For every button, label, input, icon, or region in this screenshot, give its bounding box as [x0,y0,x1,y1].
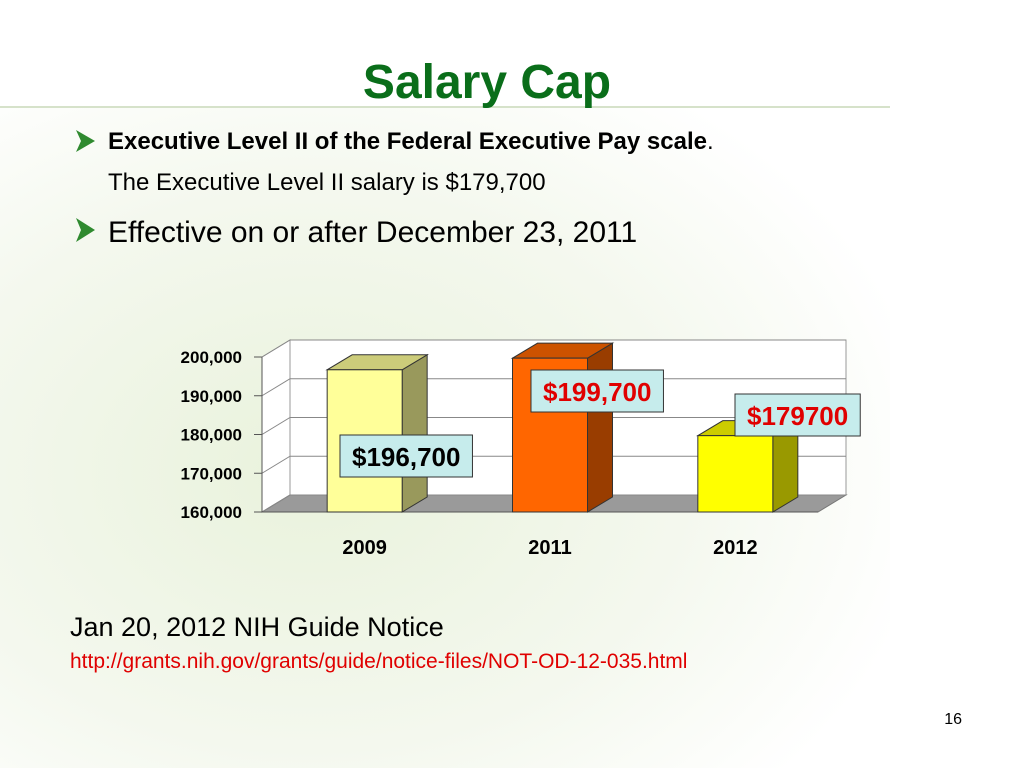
data-label-box [530,369,664,413]
grid-line [261,494,846,513]
bullet-text: The Executive Level II salary is $179,70… [108,169,546,196]
x-tick-label: 2012 [713,537,758,559]
bullet-arrow [76,218,95,242]
slide-title: Salary Cap [363,56,611,109]
bullet-arrow [76,130,95,152]
x-tick-label: 2011 [528,537,571,559]
bar [697,435,774,513]
y-tick-label: 200,000 [181,348,242,367]
bullet-text: Executive Level II of the Federal Execut… [108,128,714,155]
data-label: $196,700 [352,442,460,472]
bar-side [587,342,613,513]
bullet-text: Effective on or after December 23, 2011 [108,216,637,249]
data-label-box [734,393,861,437]
y-tick-label: 170,000 [181,464,242,483]
grid-line [261,455,846,474]
y-tick-label: 160,000 [181,503,242,522]
grid-line [261,339,846,358]
chart: 160,000 170,000 180,000 190,000 200,000 2009 $… [181,339,861,559]
page-number: 16 [944,711,962,728]
y-tick-label: 190,000 [181,387,242,406]
link[interactable]: http://grants.nih.gov/grants/guide/notic… [70,650,687,673]
grid-line [261,417,846,435]
x-tick-label: 2009 [342,537,387,559]
data-label-box [339,434,473,478]
bullet-tail: . [707,128,714,155]
bullet-bold: Executive Level II of the Federal Execut… [108,128,707,155]
y-tick-label: 180,000 [181,426,242,445]
bar-side [401,353,428,513]
data-label: $199,700 [543,377,651,407]
notice: Jan 20, 2012 NIH Guide Notice [70,612,444,642]
data-label: $179700 [747,401,848,431]
